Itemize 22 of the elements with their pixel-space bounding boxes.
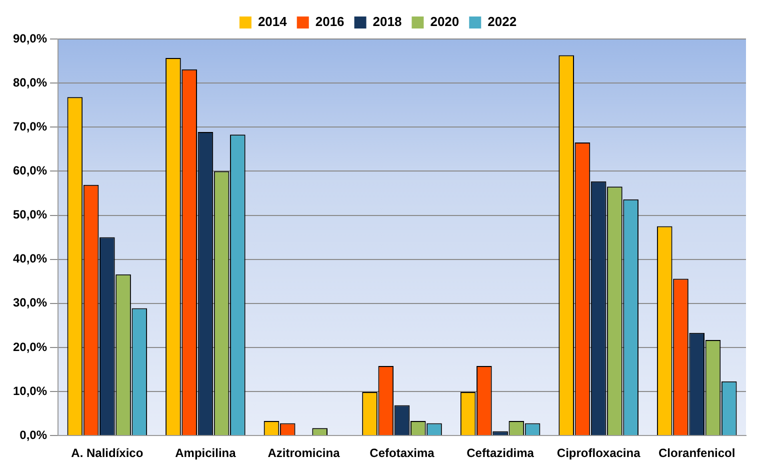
legend-label: 2016 — [315, 14, 344, 30]
y-tick-label: 0,0% — [20, 428, 48, 442]
legend-label: 2018 — [372, 14, 402, 30]
y-tick-label: 40,0% — [12, 252, 48, 266]
y-tick-label: 10,0% — [12, 384, 48, 398]
y-tick-label: 50,0% — [12, 208, 48, 222]
y-tick-label: 20,0% — [12, 340, 48, 354]
y-tick-label: 70,0% — [12, 119, 48, 134]
x-tick-label: Ampicilina — [175, 446, 236, 460]
y-tick-label: 60,0% — [12, 164, 48, 178]
x-tick-label: Ceftazidima — [466, 446, 534, 460]
x-tick-label: A. Nalidíxico — [71, 446, 144, 460]
legend-label: 2014 — [258, 14, 288, 30]
x-tick-label: Cloranfenicol — [658, 446, 736, 460]
y-tick-label: 90,0% — [12, 31, 48, 46]
legend-label: 2022 — [488, 14, 517, 30]
y-tick-label: 80,0% — [12, 75, 48, 90]
y-tick-label: 30,0% — [12, 296, 48, 310]
x-tick-label: Ciprofloxacina — [556, 446, 641, 460]
x-tick-label: Azitromicina — [268, 446, 340, 460]
legend-label: 2020 — [430, 14, 460, 30]
x-tick-label: Cefotaxima — [370, 446, 435, 460]
